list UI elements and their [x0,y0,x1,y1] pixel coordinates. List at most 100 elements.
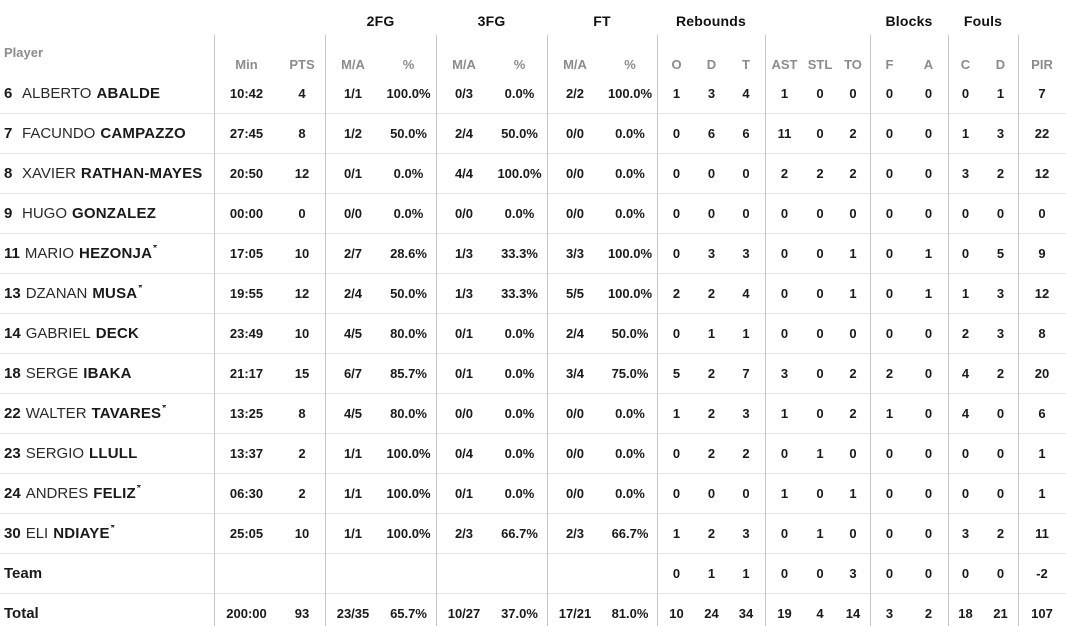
stat-stl: 4 [816,606,824,621]
stat-2fg-pct: 50.0% [390,126,427,141]
stat-foul-d: 21 [993,606,1008,621]
stat-2fg-pct: 65.7% [390,606,427,621]
player-first-name: SERGE [25,365,79,382]
stat-stl: 1 [816,446,824,461]
stat-3fg-ma: 2/4 [454,126,474,141]
stat-min: 10:42 [229,85,264,101]
stat-3fg-ma: 1/3 [454,286,474,301]
stat-block-f: 0 [885,486,894,501]
column-divider [325,35,326,626]
stat-2fg-ma: 1/2 [343,126,363,141]
stat-pts: 15 [294,366,310,381]
stat-ast: 1 [780,85,789,101]
stat-block-f: 0 [885,166,894,181]
player-number: 8 [4,165,13,182]
stat-3fg-pct: 0.0% [504,366,535,381]
stat-stl: 0 [816,206,824,221]
stat-foul-c: 0 [961,446,970,461]
table-row: 18 SERGE IBAKA 21:17 15 6/7 85.7% 0/1 0.… [0,353,1066,393]
stat-pir: 20 [1034,366,1050,381]
stat-to: 0 [849,206,857,221]
stat-stl: 0 [816,326,824,341]
group-header-fouls: Fouls [963,13,1003,29]
player-first-name: XAVIER [22,165,76,182]
stat-block-a: 1 [924,246,933,261]
column-divider [1018,35,1019,626]
stat-stl: 0 [816,286,824,301]
player-first-name: ELI [25,525,49,542]
stat-foul-c: 3 [961,166,970,181]
stat-ft-ma: 0/0 [565,126,585,141]
stat-3fg-pct: 0.0% [504,85,535,101]
group-header-2fg: 2FG [366,13,395,29]
stat-to: 2 [849,366,857,381]
stat-ft-ma: 17/21 [558,606,592,621]
stat-ft-pct: 0.0% [615,206,645,221]
stat-block-a: 0 [924,486,933,501]
player-number: 22 [4,405,21,422]
stat-ft-ma: 0/0 [565,166,585,181]
stat-pts: 10 [294,526,310,541]
stat-pts: 93 [294,606,310,621]
stat-ft-ma: 5/5 [565,286,585,301]
stat-reb-d: 0 [707,486,716,501]
stat-block-f: 0 [885,446,894,461]
stat-pir: 7 [1038,85,1046,101]
stat-pir: 1 [1038,446,1046,461]
stat-block-a: 0 [924,566,933,581]
stat-3fg-ma: 4/4 [454,166,474,181]
column-header-ft-pct: % [624,57,636,72]
stat-ast: 0 [780,566,789,581]
stat-block-f: 1 [885,406,894,421]
stat-ft-pct: 0.0% [615,406,645,421]
stat-pir: 107 [1031,606,1053,621]
stat-3fg-ma: 0/1 [454,326,474,341]
stat-ast: 0 [780,326,789,341]
player-last-name: GONZALEZ [72,205,157,222]
stat-ast: 0 [780,526,789,541]
player-last-name: LLULL [89,445,138,462]
stat-reb-d: 2 [707,286,716,301]
stat-2fg-ma: 4/5 [343,326,363,341]
stat-foul-d: 2 [996,366,1005,381]
column-header-pts: PTS [289,57,315,72]
stat-3fg-ma: 0/1 [454,366,474,381]
stat-ast: 11 [777,126,792,141]
stat-block-a: 0 [924,166,933,181]
table-row: 8 XAVIER RATHAN-MAYES 20:50 12 0/1 0.0% … [0,153,1066,193]
table-row: Total 200:00 93 23/35 65.7% 10/27 37.0% … [0,593,1066,626]
player-cell: 30 ELI NDIAYE * [0,525,214,542]
stat-pts: 8 [298,406,306,421]
player-cell: 18 SERGE IBAKA [0,365,214,382]
stat-to: 14 [845,606,861,621]
player-cell: 22 WALTER TAVARES * [0,405,214,422]
stat-block-a: 0 [924,446,933,461]
player-number: 7 [4,125,13,142]
stat-reb-d: 6 [707,126,716,141]
stat-pir: 6 [1038,406,1046,421]
column-header-min: Min [235,57,258,72]
stat-3fg-ma: 0/0 [454,206,474,221]
stat-2fg-ma: 1/1 [343,85,363,101]
stat-to: 0 [849,85,857,101]
stat-3fg-ma: 1/3 [454,246,474,261]
stat-reb-o: 2 [672,286,681,301]
stat-pts: 12 [294,286,310,301]
stat-pir: 11 [1035,526,1049,541]
stat-reb-t: 1 [742,566,750,581]
stat-block-f: 3 [885,606,894,621]
stat-reb-o: 1 [672,526,681,541]
stat-reb-o: 0 [672,446,681,461]
column-header-block-f: F [885,57,894,72]
player-number: 24 [4,485,21,502]
player-first-name: GABRIEL [25,325,91,342]
stat-reb-t: 0 [742,206,750,221]
stat-3fg-pct: 100.0% [497,166,542,181]
stat-block-a: 0 [924,366,933,381]
stat-reb-t: 3 [742,526,750,541]
stat-reb-d: 0 [707,206,716,221]
table-header: 2FG 3FG FT Rebounds Blocks Fouls Player … [0,0,1066,73]
stat-reb-t: 3 [742,246,750,261]
group-header-3fg: 3FG [477,13,506,29]
stat-ast: 0 [780,286,789,301]
